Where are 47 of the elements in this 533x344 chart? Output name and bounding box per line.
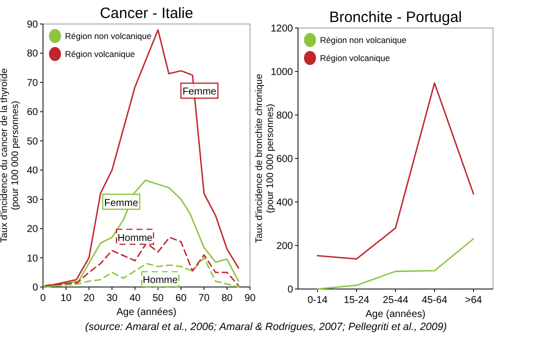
annotation: Femme [104, 198, 139, 209]
line-series [316, 238, 474, 290]
x-tick-label: 0 [40, 293, 46, 304]
chart-title: Cancer - Italie [100, 5, 194, 22]
y-axis-title: Taux d'incidence du cancer de la thyroïde (pour 100 000 personnes) [0, 68, 21, 243]
y-tick-label: 20 [26, 224, 38, 236]
x-tick-label: 80 [221, 293, 233, 304]
line-series [316, 82, 474, 260]
x-tick-label: 20 [83, 293, 95, 304]
x-tick-label: 50 [152, 293, 164, 304]
y-tick-label: 50 [26, 136, 38, 148]
y-tick-label: 70 [26, 78, 38, 89]
x-tick-label: 15-24 [344, 295, 370, 306]
y-tick-label: 60 [26, 107, 38, 118]
x-axis-title: Age (années) [365, 309, 426, 320]
x-tick-label: 45-64 [422, 295, 448, 306]
legend-label: Région non volcanique [320, 35, 407, 45]
text: (source: Amaral et al., 2006; Amaral & Rodrigues, 2007; Pellegriti et al., 2009) [85, 321, 447, 333]
x-tick-label: 30 [106, 293, 118, 304]
y-tick-label: 400 [276, 198, 294, 208]
y-tick-label: 90 [26, 20, 38, 30]
annotation: Homme [117, 232, 153, 244]
legend-label: Région volcanique [320, 53, 390, 63]
legend-label: Région non volcanique [65, 31, 152, 41]
y-tick-label: 0 [287, 284, 294, 296]
x-tick-label: 0-14 [307, 295, 328, 306]
y-tick-label: 1200 [270, 24, 294, 34]
x-tick-label: 70 [198, 293, 210, 304]
x-tick-label: 60 [175, 293, 187, 304]
annotation: Femme [182, 86, 217, 98]
y-tick-label: 80 [26, 48, 38, 60]
y-tick-label: 600 [276, 154, 294, 165]
x-tick-label: 10 [60, 293, 72, 304]
x-axis-title: Age (années) [116, 307, 177, 318]
chart-title: Bronchite - Portugal [329, 9, 462, 26]
annotation: Homme [142, 275, 178, 286]
y-tick-label: 800 [276, 110, 294, 122]
x-tick-label: 25-44 [382, 295, 409, 306]
y-tick-label: 30 [26, 194, 38, 206]
y-tick-label: 40 [26, 166, 38, 177]
legend-label: Région volcanique [65, 49, 136, 59]
y-tick-label: 0 [32, 282, 38, 294]
y-tick-label: 10 [26, 253, 38, 264]
x-tick-label: 90 [244, 293, 256, 304]
x-tick-label: >64 [465, 295, 482, 306]
x-tick-label: 40 [129, 293, 141, 304]
y-tick-label: 200 [276, 241, 294, 252]
